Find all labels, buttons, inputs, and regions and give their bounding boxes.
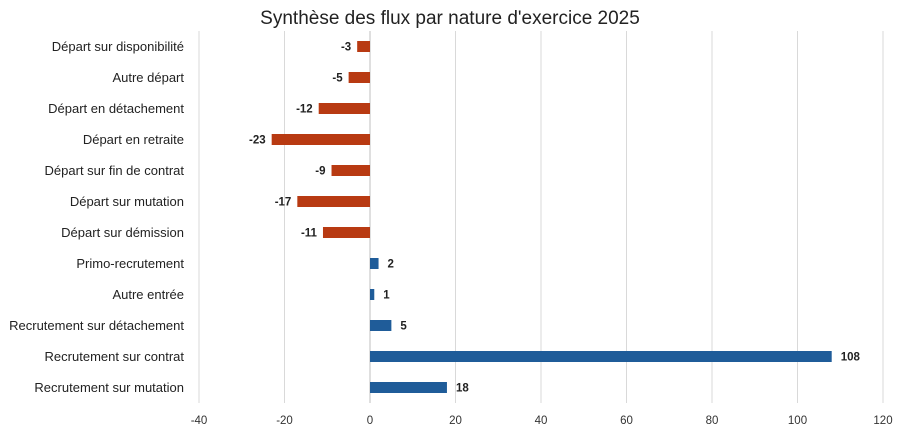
category-label: Départ sur mutation: [70, 194, 184, 209]
x-tick-label: 40: [535, 415, 548, 427]
category-label: Départ sur fin de contrat: [45, 163, 185, 178]
bar: [370, 258, 379, 269]
bar: [297, 196, 370, 207]
bar: [348, 72, 370, 83]
data-label: -5: [332, 73, 343, 85]
data-label: -11: [301, 228, 318, 240]
bar: [370, 351, 832, 362]
category-label: Départ en détachement: [48, 101, 184, 116]
data-label: 18: [456, 383, 469, 395]
bar: [357, 41, 370, 52]
category-label: Recrutement sur mutation: [34, 380, 184, 395]
data-label: 108: [841, 352, 861, 364]
x-tick-label: 80: [706, 415, 719, 427]
bars: [271, 41, 832, 393]
data-label: -9: [315, 166, 325, 178]
bar: [370, 382, 447, 393]
x-tick-label: 120: [873, 415, 892, 427]
category-label: Recrutement sur détachement: [9, 318, 184, 333]
x-tick-label: -20: [276, 415, 293, 427]
x-tick-label: 0: [367, 415, 373, 427]
category-label: Recrutement sur contrat: [45, 349, 185, 364]
category-label: Autre entrée: [112, 287, 184, 302]
bar: [370, 320, 392, 331]
data-label: -12: [296, 104, 313, 116]
chart-title: Synthèse des flux par nature d'exercice …: [260, 8, 640, 29]
data-label: -23: [249, 135, 266, 147]
bar: [271, 134, 370, 145]
x-tick-label: 100: [788, 415, 807, 427]
bar: [318, 103, 370, 114]
bar: [370, 289, 375, 300]
category-label: Autre départ: [112, 70, 184, 85]
category-label: Départ sur démission: [61, 225, 184, 240]
data-label: -17: [275, 197, 292, 209]
data-label: 2: [388, 259, 394, 271]
category-label: Départ sur disponibilité: [52, 39, 184, 54]
data-label: -3: [341, 42, 351, 54]
x-tick-label: 20: [449, 415, 462, 427]
data-label: 5: [400, 321, 407, 333]
category-label: Primo-recrutement: [76, 256, 184, 271]
category-label: Départ en retraite: [83, 132, 184, 147]
bar: [322, 227, 370, 238]
grid-lines: [198, 31, 884, 403]
data-label: 1: [383, 290, 390, 302]
labels: -40 -20 0 20 40 60 80 100 120 Départ sur disponib…: [9, 39, 892, 427]
x-tick-label: 60: [620, 415, 633, 427]
bar: [331, 165, 370, 176]
x-tick-label: -40: [191, 415, 208, 427]
